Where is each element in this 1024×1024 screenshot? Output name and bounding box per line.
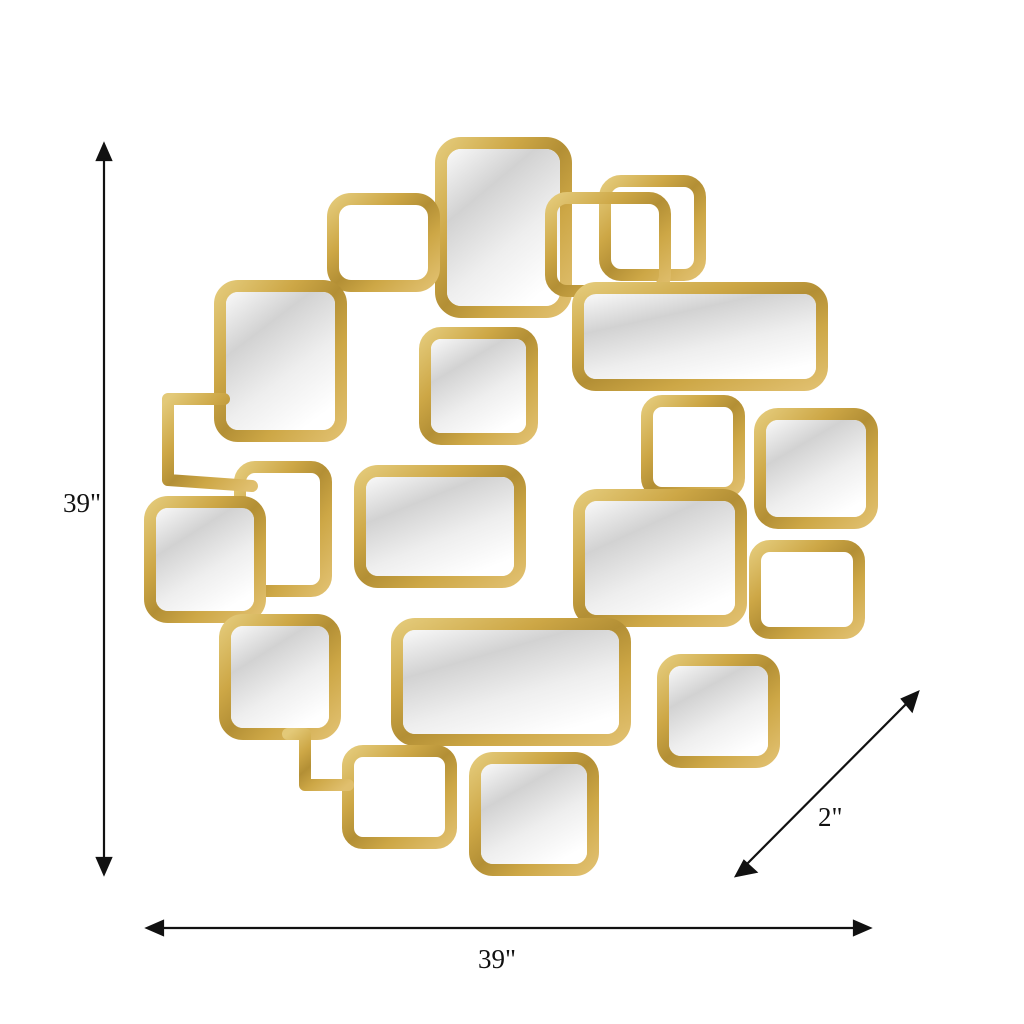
svg-text:2": 2" [818, 802, 843, 832]
svg-text:39": 39" [478, 944, 516, 974]
svg-text:39": 39" [63, 488, 101, 518]
